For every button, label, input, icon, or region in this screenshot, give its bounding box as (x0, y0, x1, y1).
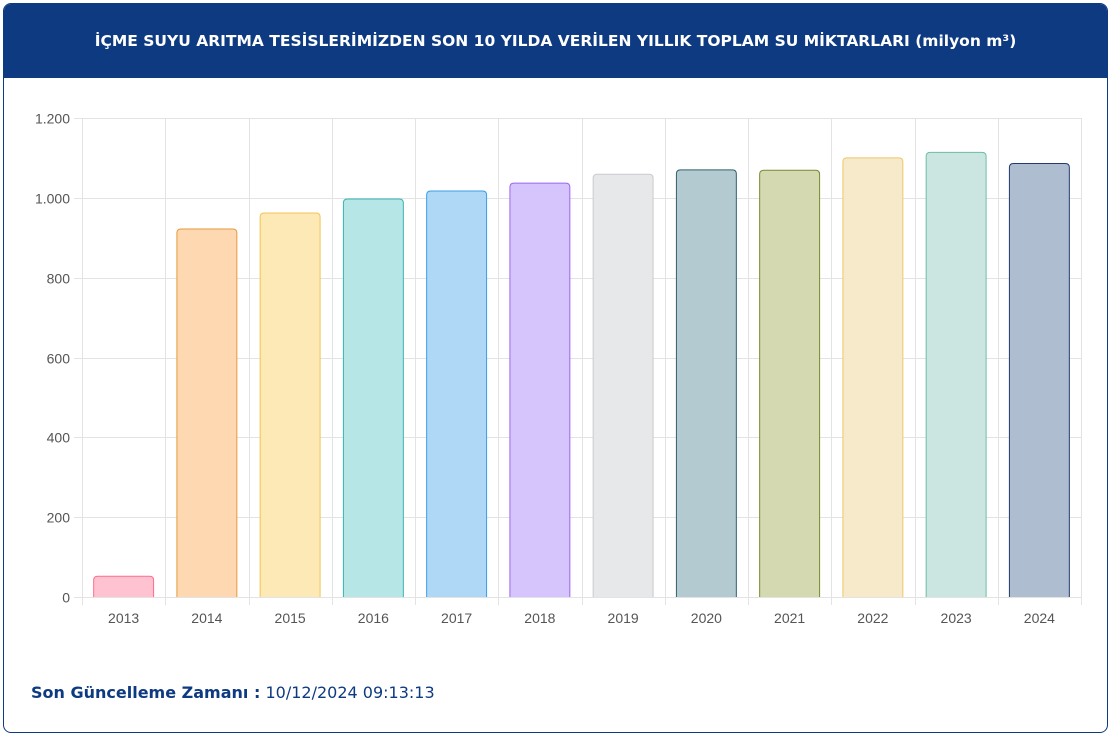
bar-2014 (176, 228, 237, 598)
bar-2023 (926, 152, 987, 597)
bar-outline (675, 169, 737, 597)
bar-2019 (593, 174, 654, 597)
y-tick-label: 0 (62, 590, 70, 606)
bar-layer (93, 151, 1070, 598)
bar-outline (259, 212, 321, 597)
x-axis-ticks: 2013 2014 2015 2016 2017 2018 2019 2020 2021 2022… (108, 610, 1055, 626)
bar-2017 (426, 191, 487, 598)
y-tick-label: 800 (47, 271, 71, 287)
y-tick-label: 200 (47, 510, 71, 526)
x-tick-label: 2015 (275, 610, 306, 626)
bar-outline (509, 182, 571, 597)
x-tick-label: 2019 (608, 610, 639, 626)
bar-outline (176, 228, 238, 597)
bar-outline (842, 157, 904, 597)
x-tick-label: 2017 (441, 610, 472, 626)
bar-outline (925, 151, 987, 597)
x-tick-label: 2018 (524, 610, 555, 626)
x-tick-label: 2020 (691, 610, 722, 626)
bar-chart: 0 200 400 600 800 1.000 1.200 2013 2014 2015 2016… (35, 111, 1082, 626)
bar-outline (93, 575, 155, 597)
last-update: Son Güncelleme Zamanı : 10/12/2024 09:13… (31, 683, 435, 702)
last-update-label: Son Güncelleme Zamanı : (31, 683, 261, 702)
bar-outline (759, 169, 821, 597)
bar-2020 (676, 169, 737, 597)
bar-outline (342, 198, 404, 597)
x-tick-label: 2021 (774, 610, 805, 626)
bar-2015 (260, 213, 321, 598)
x-tick-label: 2014 (191, 610, 222, 626)
x-tick-label: 2016 (358, 610, 389, 626)
x-tick-label: 2024 (1024, 610, 1055, 626)
y-axis-ticks: 0 200 400 600 800 1.000 1.200 (35, 111, 70, 606)
y-tick-label: 400 (47, 430, 71, 446)
chart-title: İÇME SUYU ARITMA TESİSLERİMİZDEN SON 10 … (94, 32, 1017, 50)
bar-2022 (842, 157, 903, 597)
x-tick-label: 2022 (857, 610, 888, 626)
last-update-value: 10/12/2024 09:13:13 (265, 683, 435, 702)
bar-2018 (509, 183, 570, 598)
y-tick-label: 1.200 (35, 111, 70, 127)
bar-2016 (343, 199, 404, 597)
panel-header: İÇME SUYU ARITMA TESİSLERİMİZDEN SON 10 … (4, 4, 1107, 78)
bar-2013 (93, 576, 154, 597)
chart-panel: İÇME SUYU ARITMA TESİSLERİMİZDEN SON 10 … (3, 3, 1108, 733)
x-tick-label: 2013 (108, 610, 139, 626)
y-tick-label: 1.000 (35, 191, 70, 207)
y-tick-label: 600 (47, 351, 71, 367)
bar-outline (1008, 163, 1070, 597)
bar-outline (592, 173, 654, 597)
bar-2024 (1009, 163, 1070, 597)
bar-2021 (759, 170, 820, 597)
x-tick-label: 2023 (941, 610, 972, 626)
bar-outline (426, 190, 488, 597)
chart-area: 0 200 400 600 800 1.000 1.200 2013 2014 2015 2016… (4, 78, 1107, 638)
grid-layer (74, 118, 1082, 605)
